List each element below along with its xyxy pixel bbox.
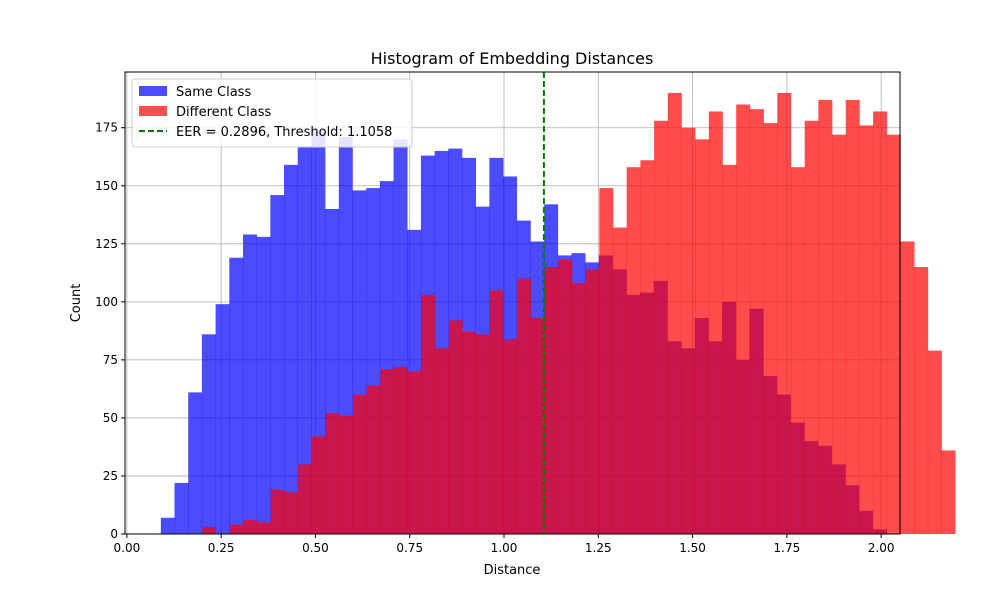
histogram-bar bbox=[914, 267, 929, 534]
histogram-bar bbox=[476, 334, 491, 534]
legend-label-threshold: EER = 0.2896, Threshold: 1.1058 bbox=[176, 125, 392, 140]
x-tick-label: 2.00 bbox=[868, 541, 895, 555]
histogram-bar bbox=[873, 111, 888, 534]
histogram-bars bbox=[160, 92, 956, 535]
plot-frame bbox=[124, 71, 901, 535]
histogram-bar bbox=[325, 413, 340, 534]
x-tick-label: 0.75 bbox=[396, 541, 423, 555]
histogram-bar bbox=[448, 320, 463, 534]
histogram-bar bbox=[242, 234, 257, 534]
histogram-bar bbox=[284, 492, 299, 534]
y-tick-label: 25 bbox=[103, 469, 118, 483]
y-tick-label: 100 bbox=[95, 295, 118, 309]
y-tick-label: 125 bbox=[95, 237, 118, 251]
histogram-bar bbox=[722, 164, 737, 534]
histogram-bar bbox=[270, 489, 285, 534]
x-tick-label: 1.25 bbox=[585, 541, 612, 555]
histogram-bar bbox=[585, 269, 600, 534]
legend-swatch-different-class bbox=[139, 106, 167, 116]
histogram-bar bbox=[188, 392, 203, 534]
histogram-bar bbox=[804, 120, 819, 534]
histogram-bar bbox=[298, 464, 313, 534]
histogram-bar bbox=[530, 318, 545, 534]
histogram-bar bbox=[790, 167, 805, 535]
legend: Same Class Different Class EER = 0.2896,… bbox=[131, 78, 413, 148]
histogram-bar bbox=[489, 290, 504, 534]
legend-label-different-class: Different Class bbox=[176, 105, 272, 120]
histogram-bar bbox=[270, 195, 285, 534]
histogram-bar bbox=[380, 369, 395, 534]
histogram-bar bbox=[599, 188, 614, 535]
histogram-bar bbox=[845, 99, 860, 534]
histogram-bar bbox=[257, 522, 272, 534]
y-tick-label: 50 bbox=[103, 411, 118, 425]
histogram-bar bbox=[695, 139, 710, 534]
histogram-bar bbox=[558, 260, 573, 534]
histogram-bar bbox=[311, 436, 326, 534]
legend-swatch-same-class bbox=[139, 86, 167, 96]
histogram-bar bbox=[777, 92, 792, 534]
histogram-bar bbox=[160, 517, 175, 534]
histogram-bar bbox=[517, 278, 532, 534]
histogram-bar bbox=[435, 348, 450, 534]
histogram-bar bbox=[297, 146, 312, 535]
histogram-bar bbox=[339, 415, 354, 534]
histogram-bar bbox=[749, 109, 764, 535]
y-axis-label: Count bbox=[69, 284, 84, 323]
x-tick-label: 1.00 bbox=[491, 541, 518, 555]
histogram-bar bbox=[818, 99, 833, 534]
histogram-bar bbox=[174, 482, 189, 534]
histogram-bar bbox=[393, 366, 408, 534]
histogram-bar bbox=[941, 450, 956, 534]
x-tick-label: 1.50 bbox=[679, 541, 706, 555]
y-axis-ticks: 0 25 50 75 100 125 150 175 bbox=[95, 121, 125, 541]
histogram-bar bbox=[654, 120, 669, 534]
x-axis-label: Distance bbox=[484, 563, 541, 578]
histogram-bar bbox=[503, 338, 518, 534]
histogram-bar bbox=[613, 227, 627, 535]
histogram-bar bbox=[900, 241, 915, 534]
histogram-bar bbox=[202, 527, 217, 534]
y-tick-label: 75 bbox=[103, 353, 118, 367]
histogram-bar bbox=[681, 127, 696, 534]
histogram-bar bbox=[201, 334, 216, 534]
series-1-bars bbox=[202, 92, 956, 535]
histogram-bar bbox=[708, 111, 723, 534]
histogram-bar bbox=[544, 267, 559, 534]
legend-box bbox=[131, 78, 413, 148]
x-tick-label: 0.25 bbox=[208, 541, 235, 555]
chart-title: Histogram of Embedding Distances bbox=[371, 49, 654, 68]
histogram-bar bbox=[366, 385, 381, 534]
x-tick-label: 0.50 bbox=[302, 541, 329, 555]
y-tick-label: 150 bbox=[95, 179, 118, 193]
histogram-bar bbox=[352, 394, 367, 534]
histogram-bar bbox=[886, 134, 901, 534]
histogram-bar bbox=[284, 164, 299, 534]
histogram-bar bbox=[229, 524, 244, 534]
histogram-bar bbox=[243, 520, 258, 534]
histogram-bar bbox=[311, 130, 326, 534]
histogram-bar bbox=[407, 371, 422, 534]
histogram-bar bbox=[571, 283, 586, 534]
histogram-bar bbox=[640, 160, 655, 534]
histogram-bar bbox=[626, 167, 641, 535]
histogram-bar bbox=[215, 304, 230, 534]
histogram-bar bbox=[763, 123, 778, 534]
x-tick-label: 0.00 bbox=[114, 541, 141, 555]
x-axis-ticks: 0.00 0.25 0.50 0.75 1.00 1.25 1.50 1.75 2.00 bbox=[114, 534, 895, 555]
histogram-bar bbox=[832, 134, 847, 534]
histogram-bar bbox=[229, 257, 244, 534]
histogram-bar bbox=[462, 332, 477, 534]
x-tick-label: 1.75 bbox=[774, 541, 801, 555]
histogram-bar bbox=[859, 125, 874, 535]
histogram-bar bbox=[421, 294, 436, 534]
legend-label-same-class: Same Class bbox=[176, 85, 251, 100]
y-tick-label: 175 bbox=[95, 121, 118, 135]
histogram-bar bbox=[736, 104, 751, 535]
histogram-bar bbox=[927, 350, 942, 534]
histogram-bar bbox=[667, 92, 682, 534]
y-tick-label: 0 bbox=[110, 527, 118, 541]
histogram-bar bbox=[256, 236, 271, 534]
